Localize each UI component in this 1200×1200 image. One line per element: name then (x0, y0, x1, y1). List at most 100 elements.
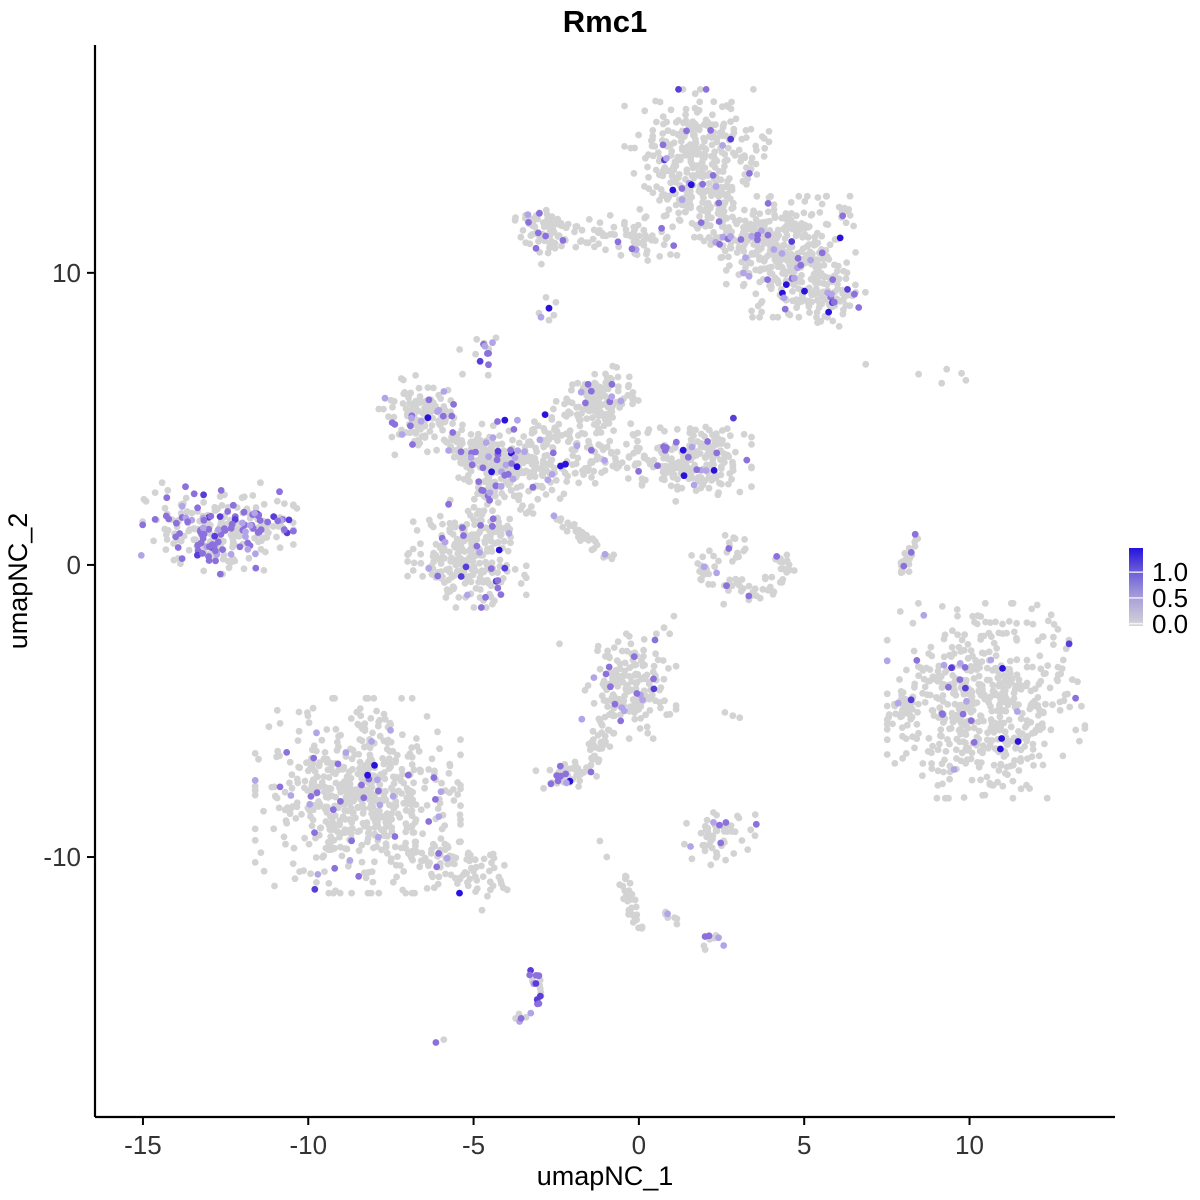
cell-point (771, 211, 778, 219)
y-tick-label: 0 (67, 550, 81, 580)
cell-point (750, 86, 757, 93)
cell-point (624, 897, 631, 905)
cell-point (456, 889, 463, 897)
cell-point (360, 794, 368, 802)
cell-point (387, 855, 395, 863)
cell-point (766, 583, 774, 591)
cell-point (211, 547, 219, 555)
cell-point (660, 675, 668, 683)
cell-point (718, 223, 726, 230)
cell-point (545, 304, 553, 312)
cell-point (568, 446, 576, 453)
cell-point (260, 867, 268, 875)
cell-point (548, 471, 556, 478)
cell-point (688, 552, 695, 559)
cell-point (632, 661, 640, 669)
cell-point (808, 210, 816, 218)
cell-point (270, 825, 278, 833)
cell-point (224, 508, 232, 515)
cell-point (571, 470, 579, 477)
cell-point (971, 618, 978, 626)
cell-point (705, 474, 713, 482)
cell-point (765, 127, 773, 135)
cell-point (964, 641, 972, 648)
cell-point (429, 840, 437, 848)
cell-point (668, 147, 676, 155)
cell-point (1005, 618, 1013, 625)
cell-point (431, 767, 438, 775)
cell-point (453, 535, 461, 543)
cell-point (919, 760, 927, 767)
cell-point (190, 490, 198, 498)
cell-point (635, 131, 642, 139)
cell-point (652, 237, 659, 245)
cell-point (725, 545, 733, 552)
cell-point (602, 370, 609, 378)
cell-point (1078, 702, 1085, 710)
cell-point (756, 594, 764, 602)
cell-point (342, 749, 350, 756)
cell-point (407, 389, 415, 397)
cell-point (629, 389, 637, 396)
cell-point (547, 780, 555, 788)
cell-point (458, 547, 466, 555)
cell-point (435, 406, 443, 414)
cell-point (439, 520, 446, 528)
cell-point (320, 773, 328, 781)
cell-point (606, 212, 614, 219)
cell-point (700, 563, 708, 571)
cell-point (720, 600, 728, 608)
cell-point (958, 369, 965, 377)
cell-point (535, 972, 543, 980)
cell-point (1001, 678, 1008, 685)
cell-point (742, 264, 749, 271)
cell-point (654, 444, 661, 452)
cell-point (304, 709, 311, 716)
cell-point (393, 751, 401, 759)
cell-point (934, 676, 942, 684)
cell-point (522, 562, 530, 570)
cell-point (668, 459, 675, 466)
cell-point (811, 270, 819, 277)
cell-point (703, 816, 711, 824)
cell-point (697, 443, 705, 450)
cell-point (836, 234, 844, 242)
cell-point (1037, 665, 1045, 673)
cell-point (680, 201, 688, 209)
cell-point (699, 199, 706, 206)
cell-point (727, 822, 735, 829)
cell-point (522, 510, 530, 517)
cell-point (715, 489, 722, 497)
cell-point (282, 817, 290, 824)
cell-point (526, 971, 534, 979)
cell-point (561, 400, 568, 408)
cell-point (417, 806, 425, 814)
cell-point (501, 416, 509, 424)
cell-point (705, 180, 713, 188)
cell-point (574, 765, 582, 772)
cell-point (709, 835, 716, 843)
cell-point (653, 630, 660, 638)
cell-point (1028, 753, 1036, 760)
cell-point (468, 461, 476, 469)
cell-point (456, 811, 464, 819)
cell-point (268, 783, 276, 791)
cell-point (609, 362, 617, 370)
cell-point (958, 717, 966, 725)
cell-point (466, 851, 474, 859)
cell-point (614, 387, 622, 395)
cell-point (687, 436, 695, 443)
cell-point (472, 448, 479, 456)
cell-point (480, 855, 488, 863)
cell-point (940, 768, 947, 776)
expression-legend: 1.0 0.5 0.0 (1129, 548, 1188, 639)
cell-point (622, 226, 630, 234)
cell-point (410, 829, 418, 836)
cell-point (492, 334, 500, 342)
cell-point (923, 664, 930, 672)
cell-point (408, 761, 416, 768)
cell-point (794, 300, 801, 308)
cell-point (306, 800, 314, 808)
cell-point (217, 520, 225, 527)
cell-point (493, 456, 501, 464)
